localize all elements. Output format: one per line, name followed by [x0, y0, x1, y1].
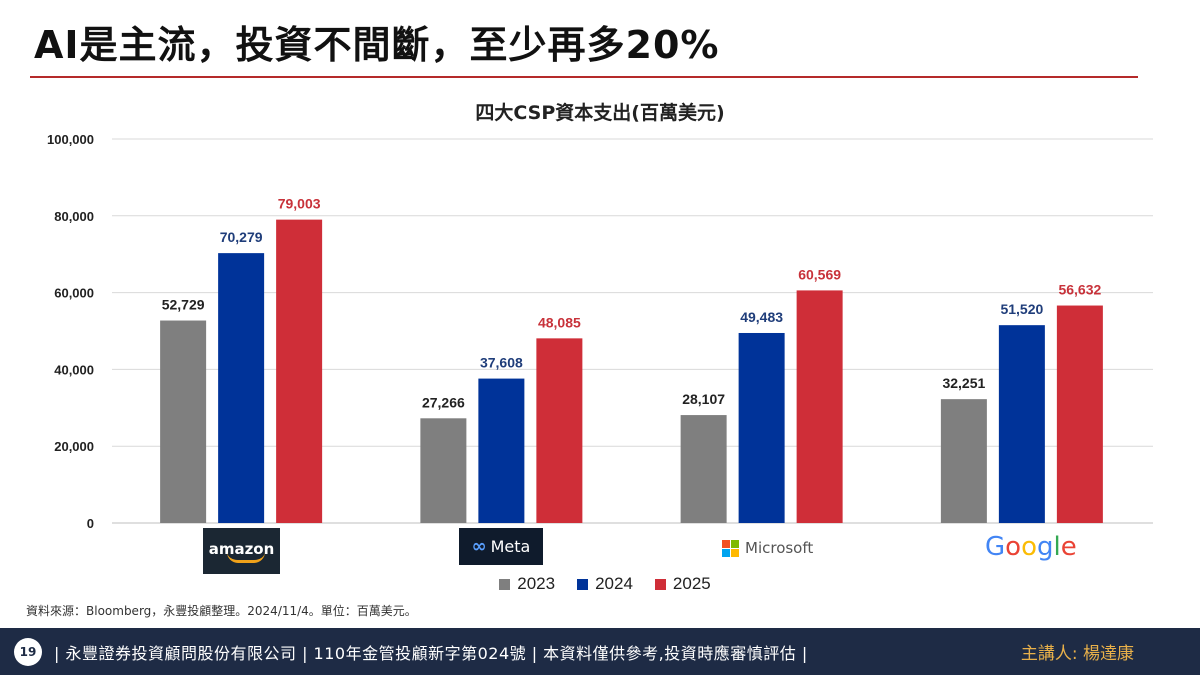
- google-letter: o: [1021, 532, 1037, 562]
- y-tick-label: 100,000: [47, 132, 94, 147]
- legend-item-2025: 2025: [654, 574, 711, 594]
- y-tick-label: 0: [87, 516, 94, 531]
- data-label: 79,003: [278, 196, 321, 212]
- legend-swatch: [654, 578, 666, 590]
- chart-title: 四大CSP資本支出(百萬美元): [475, 102, 725, 124]
- meta-logo: ∞ Meta: [459, 528, 543, 565]
- google-letter: g: [1037, 532, 1054, 562]
- legend-swatch: [499, 578, 511, 590]
- bar-meta-2023: [420, 418, 467, 523]
- microsoft-square-blue: [722, 548, 730, 557]
- google-letter: o: [1005, 532, 1022, 562]
- presenter-name: 主講人: 楊達康: [1020, 644, 1134, 664]
- data-label: 28,107: [682, 391, 725, 407]
- microsoft-square-yellow: [731, 548, 739, 557]
- data-label: 60,569: [798, 266, 841, 282]
- page-number-badge: 19: [14, 637, 42, 666]
- slide-title: AI是主流，投資不間斷，至少再多20%: [34, 23, 720, 67]
- data-label: 56,632: [1058, 282, 1101, 298]
- bar-amazon-2024: [218, 253, 265, 523]
- bar-microsoft-2024: [738, 332, 785, 523]
- meta-infinity-icon: ∞: [471, 536, 487, 557]
- bar-microsoft-2025: [796, 290, 843, 523]
- microsoft-logo-text: Microsoft: [745, 539, 814, 557]
- data-label: 37,608: [480, 355, 523, 371]
- bar-amazon-2023: [160, 320, 207, 523]
- meta-logo-text: Meta: [490, 537, 531, 556]
- legend-label: 2025: [672, 574, 711, 593]
- y-tick-label: 40,000: [54, 362, 94, 377]
- bar-google-2023: [940, 399, 987, 523]
- y-axis-labels: 0 20,000 40,000 60,000 80,000 100,000: [47, 132, 94, 531]
- legend-label: 2024: [595, 574, 633, 593]
- bar-google-2024: [998, 325, 1045, 523]
- data-label: 51,520: [1000, 301, 1043, 317]
- google-logo: G o o g l e: [985, 530, 1077, 564]
- bar-amazon-2025: [276, 219, 323, 523]
- bar-microsoft-2023: [680, 415, 727, 523]
- footer-disclaimer: | 永豐證券投資顧問股份有限公司 | 110年金管投顧新字第024號 | 本資料…: [54, 643, 808, 663]
- legend-label: 2023: [517, 574, 556, 593]
- amazon-smile-icon: [226, 552, 265, 563]
- data-label: 49,483: [740, 309, 783, 325]
- title-divider: [30, 76, 1138, 78]
- microsoft-logo: Microsoft: [722, 536, 813, 560]
- data-label: 48,085: [538, 314, 581, 330]
- data-label: 27,266: [422, 394, 465, 410]
- legend-item-2023: 2023: [499, 574, 555, 594]
- legend-swatch: [577, 578, 589, 590]
- google-letter: G: [985, 532, 1006, 562]
- legend-item-2024: 2024: [577, 574, 633, 594]
- google-letter: e: [1060, 532, 1077, 562]
- bar-meta-2025: [536, 338, 583, 523]
- gridlines: [112, 138, 1153, 524]
- footer-bar: 19 | 永豐證券投資顧問股份有限公司 | 110年金管投顧新字第024號 | …: [0, 628, 1200, 675]
- data-labels: 52,729 70,279 79,003 27,266 37,608 48,085 28,1…: [162, 196, 1102, 411]
- microsoft-square-red: [722, 539, 730, 548]
- source-note: 資料來源：Bloomberg，永豐投顧整理。2024/11/4。單位：百萬美元。: [26, 604, 417, 618]
- bar-google-2025: [1056, 305, 1103, 523]
- microsoft-windows-icon: [722, 539, 739, 557]
- data-label: 32,251: [942, 375, 985, 391]
- microsoft-square-green: [731, 539, 739, 548]
- chart-legend: 2023 2024 2025: [0, 574, 1200, 594]
- y-tick-label: 80,000: [54, 209, 94, 224]
- data-label: 52,729: [162, 297, 205, 313]
- google-letter: l: [1053, 532, 1061, 562]
- bars: [160, 219, 1103, 523]
- amazon-logo: amazon: [203, 528, 280, 574]
- y-tick-label: 20,000: [54, 439, 94, 454]
- data-label: 70,279: [220, 229, 263, 245]
- y-tick-label: 60,000: [54, 286, 94, 301]
- bar-meta-2024: [478, 378, 525, 523]
